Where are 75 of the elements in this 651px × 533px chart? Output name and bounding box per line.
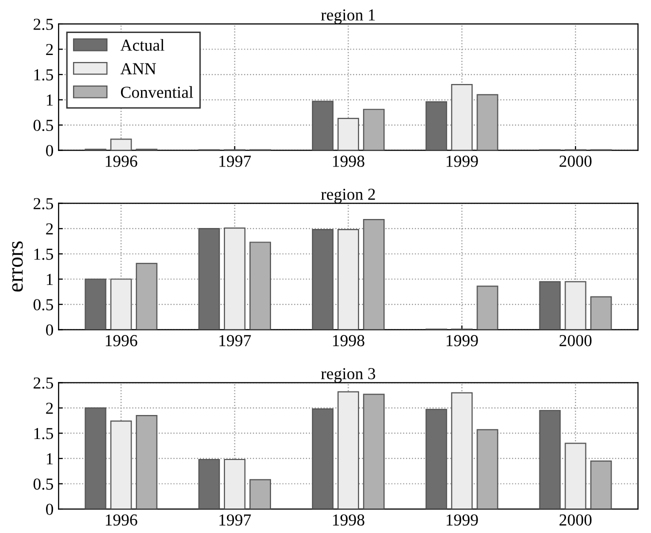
x-tick-label: 2000 bbox=[560, 335, 592, 346]
bar bbox=[136, 262, 158, 330]
y-tick-label: 2 bbox=[46, 223, 53, 234]
bar bbox=[363, 218, 385, 330]
x-tick-label: 1998 bbox=[333, 156, 364, 167]
bar bbox=[110, 278, 132, 330]
x-tick-label: 1999 bbox=[446, 335, 478, 346]
y-tick-label: 0.5 bbox=[34, 299, 54, 310]
y-tick-label: 1.5 bbox=[34, 428, 54, 440]
x-tick-label: 1997 bbox=[219, 335, 251, 346]
bar bbox=[539, 281, 561, 330]
bar bbox=[84, 407, 106, 510]
bar bbox=[590, 296, 612, 330]
y-tick-label: 1.5 bbox=[34, 69, 54, 81]
chart-title: region 1 bbox=[321, 9, 375, 24]
x-tick-label: 1997 bbox=[219, 156, 251, 167]
legend-label: ANN bbox=[120, 63, 156, 74]
x-tick-label: 1999 bbox=[446, 514, 478, 526]
bar bbox=[312, 229, 334, 330]
legend-label: Convential bbox=[120, 86, 194, 98]
legend-label: Actual bbox=[120, 39, 164, 51]
bar bbox=[426, 408, 448, 510]
bar bbox=[312, 408, 334, 510]
x-tick-label: 1996 bbox=[106, 156, 138, 167]
bar bbox=[312, 100, 334, 150]
chart-title: region 3 bbox=[321, 368, 376, 383]
x-tick-label: 1996 bbox=[106, 514, 138, 526]
y-tick-label: 2.5 bbox=[34, 377, 54, 389]
y-tick-label: 2 bbox=[46, 402, 53, 414]
x-tick-label: 1999 bbox=[446, 156, 478, 167]
bar bbox=[363, 108, 385, 150]
bar bbox=[249, 242, 272, 330]
bar bbox=[198, 228, 220, 330]
bar bbox=[476, 286, 498, 330]
bar bbox=[249, 479, 272, 510]
y-tick-label: 0.5 bbox=[34, 120, 54, 132]
bar bbox=[476, 94, 498, 150]
bar bbox=[338, 391, 360, 510]
bar bbox=[451, 392, 473, 510]
bar bbox=[426, 101, 448, 150]
x-tick-label: 1996 bbox=[106, 335, 138, 346]
bar bbox=[136, 414, 158, 510]
bar bbox=[476, 429, 498, 510]
bar bbox=[564, 442, 586, 510]
bar bbox=[590, 460, 612, 510]
bar bbox=[198, 458, 220, 510]
y-tick-label: 0 bbox=[46, 144, 54, 156]
bar bbox=[564, 281, 586, 330]
x-tick-label: 1997 bbox=[219, 514, 251, 526]
y-tick-label: 1.5 bbox=[34, 248, 54, 260]
x-tick-label: 1998 bbox=[333, 335, 364, 346]
y-axis-title: errors bbox=[12, 241, 23, 292]
bar bbox=[110, 420, 132, 510]
y-tick-label: 2 bbox=[46, 44, 53, 56]
y-tick-label: 0.5 bbox=[34, 478, 54, 490]
bar bbox=[224, 458, 246, 510]
chart-title: region 2 bbox=[321, 188, 375, 204]
bar bbox=[338, 229, 360, 330]
y-tick-label: 0 bbox=[46, 504, 54, 515]
bar bbox=[539, 410, 561, 510]
bar bbox=[451, 84, 473, 150]
bar bbox=[84, 278, 106, 330]
y-tick-label: 2.5 bbox=[34, 18, 54, 30]
bar bbox=[338, 118, 360, 150]
y-tick-label: 2.5 bbox=[34, 198, 54, 210]
x-tick-label: 2000 bbox=[560, 514, 592, 526]
y-tick-label: 1 bbox=[46, 94, 53, 106]
x-tick-label: 1998 bbox=[333, 514, 364, 526]
bar bbox=[110, 138, 132, 150]
y-tick-label: 1 bbox=[46, 274, 53, 285]
bar bbox=[224, 228, 246, 330]
y-tick-label: 0 bbox=[46, 324, 54, 336]
y-tick-label: 1 bbox=[46, 453, 53, 464]
x-tick-label: 2000 bbox=[560, 156, 592, 167]
bar bbox=[363, 394, 385, 510]
